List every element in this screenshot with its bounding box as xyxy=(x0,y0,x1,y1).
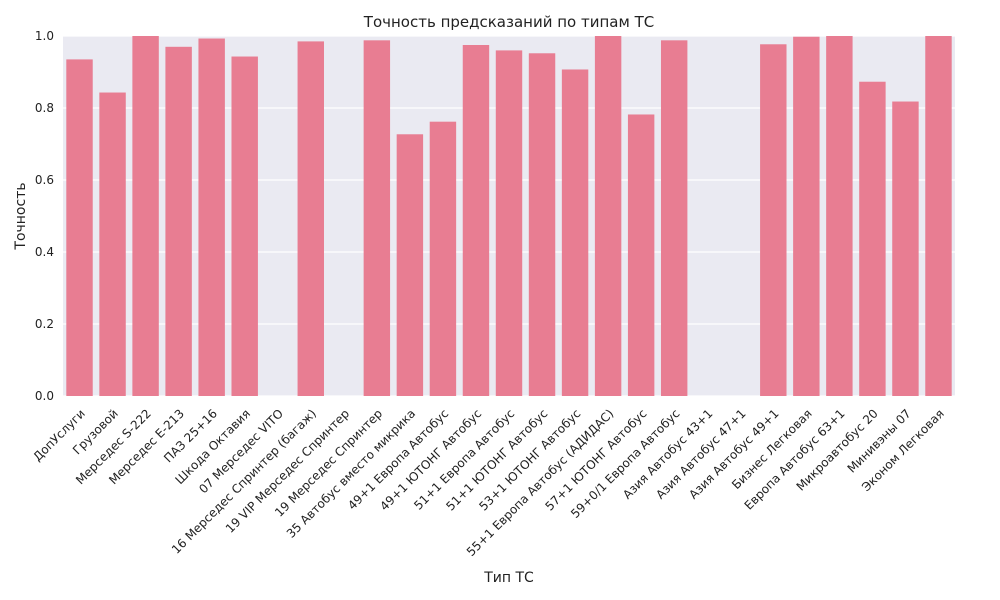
bar xyxy=(561,69,589,396)
bar xyxy=(231,56,258,397)
bar xyxy=(826,36,853,396)
bar xyxy=(760,44,787,396)
bar xyxy=(198,38,225,397)
bar xyxy=(528,53,556,396)
bar xyxy=(363,40,391,396)
x-axis-label: Тип ТС xyxy=(483,570,534,586)
y-tick-labels: 0.0 0.2 0.4 0.6 0.8 1.0 xyxy=(35,29,54,403)
y-tick-label: 0.4 xyxy=(35,245,54,259)
bar xyxy=(165,46,192,397)
bar xyxy=(132,36,159,396)
bar xyxy=(925,36,952,396)
bars xyxy=(66,36,952,397)
bar xyxy=(793,36,820,396)
y-tick-label: 0.2 xyxy=(35,317,54,331)
y-tick-label: 0.0 xyxy=(35,389,54,403)
y-tick-label: 0.6 xyxy=(35,173,54,187)
bar xyxy=(396,134,424,396)
bar xyxy=(660,40,688,396)
y-tick-label: 0.8 xyxy=(35,101,54,115)
y-tick-label: 1.0 xyxy=(35,29,54,43)
bar xyxy=(99,92,126,397)
bar xyxy=(297,41,324,397)
bar xyxy=(462,45,490,396)
bar xyxy=(627,114,655,396)
bar xyxy=(495,50,523,397)
bar xyxy=(594,36,622,396)
bar xyxy=(859,81,886,396)
bar xyxy=(429,121,457,397)
bar xyxy=(892,101,919,397)
bar xyxy=(66,59,93,397)
chart-title: Точность предсказаний по типам ТС xyxy=(363,13,654,31)
y-axis-label: Точность xyxy=(13,182,29,250)
